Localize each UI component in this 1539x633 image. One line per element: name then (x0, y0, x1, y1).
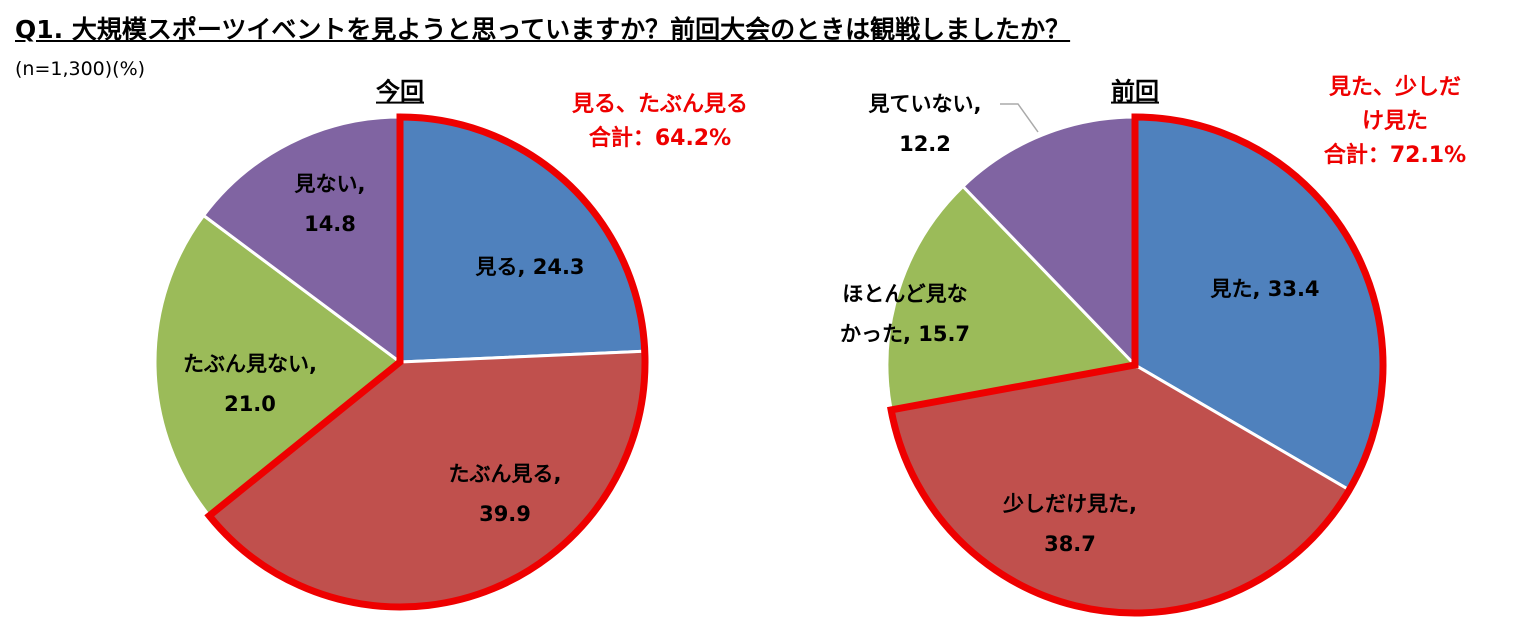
sample-note: (n=1,300)(%) (15, 58, 146, 80)
chart-title: 今回 (376, 77, 424, 106)
leader-line (1000, 103, 1039, 133)
data-label: ほとんど見な かった, 15.7 (839, 282, 971, 346)
annotation: 見た、少しだけ見た 合計：72.1% (1323, 74, 1467, 169)
pie-slice (201, 115, 402, 365)
pie-slice (885, 184, 1139, 412)
data-label: たぶん見る, 39.9 (448, 462, 562, 526)
page-title: Q1. 大規模スポーツイベントを見ようと思っていますか？前回大会のときは観戦しま… (15, 15, 1071, 44)
data-label: たぶん見ない, 21.0 (183, 352, 317, 416)
pie-slice (960, 115, 1137, 369)
data-label: 見た, 33.4 (1210, 277, 1320, 302)
highlight-outline (887, 113, 1387, 617)
data-label: 見ない, 14.8 (294, 172, 366, 236)
data-label: 少しだけ見た, 38.7 (1003, 492, 1137, 556)
annotation: 見る、たぶん見る 合計：64.2% (571, 91, 749, 151)
data-label: 見ていない, 12.2 (868, 92, 982, 156)
chart-title: 前回 (1111, 77, 1159, 106)
pie-slice (153, 213, 403, 518)
highlight-outline (204, 113, 649, 611)
data-label: 見る, 24.3 (475, 255, 585, 280)
